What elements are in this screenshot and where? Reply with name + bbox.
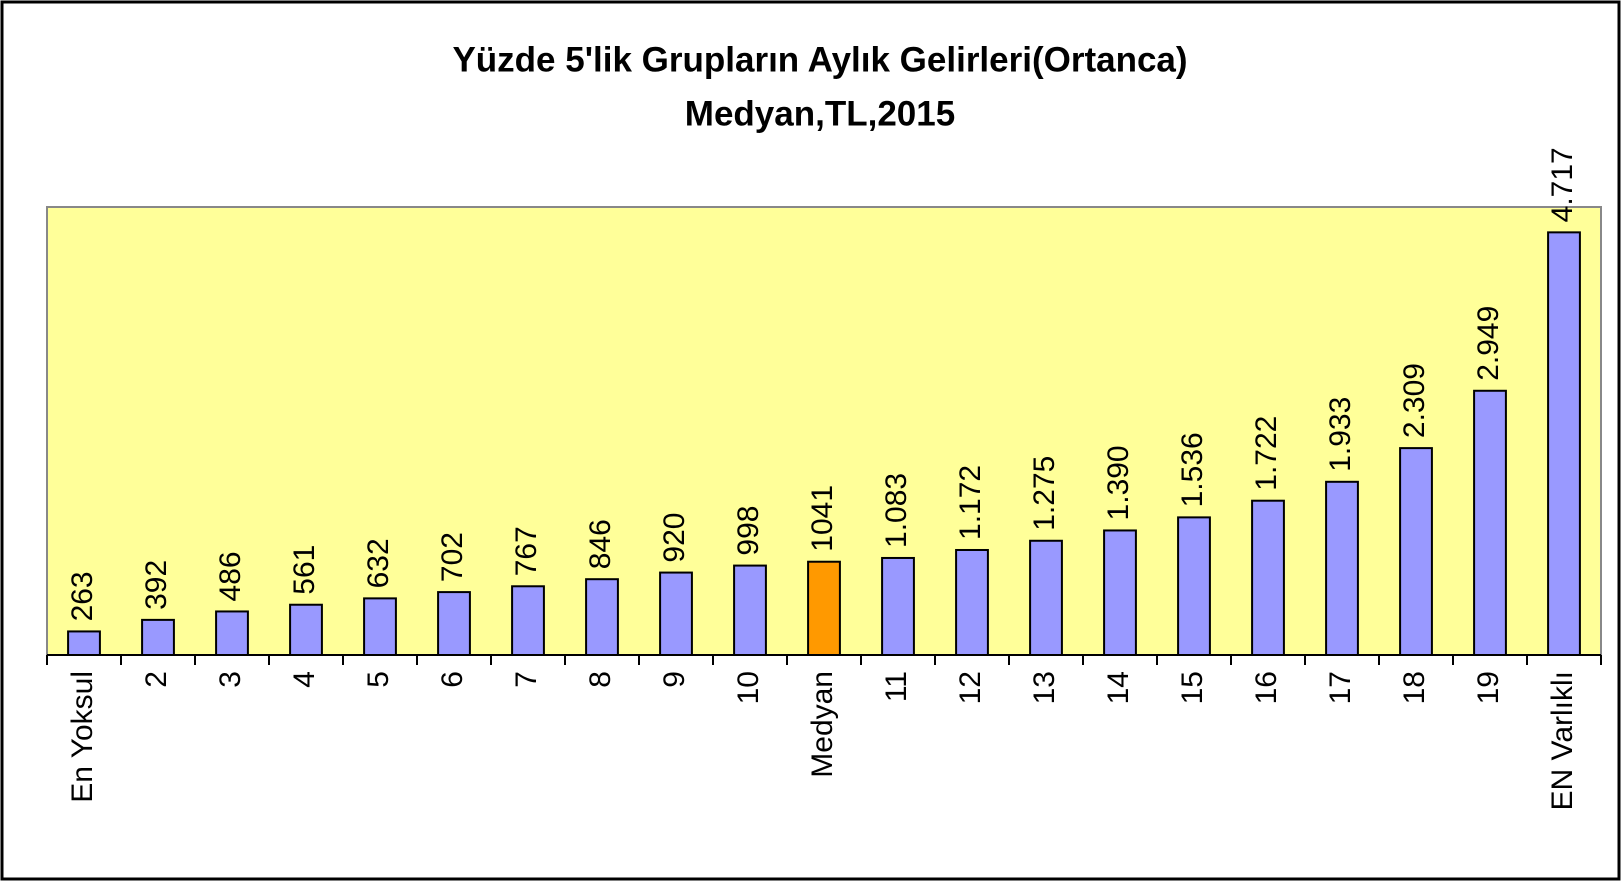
x-tick-label: 7 — [510, 671, 543, 688]
bar — [659, 571, 693, 656]
value-label: 1.275 — [1028, 456, 1061, 531]
chart-title: Yüzde 5'lik Grupların Aylık Gelirleri(Or… — [452, 40, 1187, 79]
bar — [1177, 516, 1211, 656]
x-tick-label: 6 — [436, 671, 469, 688]
x-tick-label: 10 — [732, 671, 765, 704]
bar — [437, 591, 471, 657]
x-tick-label: 18 — [1398, 671, 1431, 704]
bar — [1325, 480, 1359, 656]
value-label: 392 — [140, 560, 173, 610]
x-tick-label: 19 — [1472, 671, 1505, 704]
value-label: 632 — [362, 538, 395, 588]
x-tick-label: 12 — [954, 671, 987, 704]
bar — [1103, 529, 1137, 656]
bar — [67, 630, 101, 656]
value-label: 561 — [288, 545, 321, 595]
bar — [1547, 231, 1581, 656]
bar — [363, 597, 397, 657]
value-label: 1.536 — [1176, 432, 1209, 507]
value-label: 486 — [214, 551, 247, 601]
bar — [215, 610, 249, 657]
bar — [1473, 389, 1507, 656]
bar — [1251, 499, 1285, 656]
bar — [585, 578, 619, 657]
chart-subtitle: Medyan,TL,2015 — [685, 94, 955, 133]
x-tick-label: EN Varlıklı — [1546, 671, 1579, 810]
x-tick-label: 11 — [880, 671, 913, 702]
x-tick-label: 5 — [362, 671, 395, 688]
bar — [1029, 539, 1063, 657]
bar — [881, 556, 915, 656]
value-label: 1041 — [806, 485, 839, 552]
value-label: 920 — [658, 513, 691, 563]
x-tick-label: 15 — [1176, 671, 1209, 704]
bar — [733, 564, 767, 657]
value-label: 263 — [66, 571, 99, 621]
value-label: 1.933 — [1324, 397, 1357, 472]
value-label: 4.717 — [1546, 147, 1579, 222]
x-tick-label: 4 — [288, 671, 321, 688]
bar — [289, 603, 323, 656]
bar — [807, 560, 841, 656]
value-label: 2.949 — [1472, 306, 1505, 381]
x-tick-label: 17 — [1324, 671, 1357, 704]
x-tick-label: 14 — [1102, 671, 1135, 704]
x-tick-label: 8 — [584, 671, 617, 688]
value-label: 767 — [510, 526, 543, 576]
bar — [955, 548, 989, 656]
x-tick-label: 16 — [1250, 671, 1283, 704]
value-label: 1.390 — [1102, 445, 1135, 520]
value-label: 702 — [436, 532, 469, 582]
x-tick-label: 3 — [214, 671, 247, 688]
x-tick-label: 9 — [658, 671, 691, 688]
value-label: 1.083 — [880, 473, 913, 548]
bar — [141, 618, 175, 656]
bar — [1399, 447, 1433, 656]
x-tick-label: 13 — [1028, 671, 1061, 704]
value-label: 1.172 — [954, 465, 987, 540]
value-label: 846 — [584, 519, 617, 569]
x-tick-label: En Yoksul — [66, 671, 99, 803]
value-label: 998 — [732, 506, 765, 556]
value-label: 2.309 — [1398, 363, 1431, 438]
x-tick-label: 2 — [140, 671, 173, 688]
bar — [511, 585, 545, 656]
x-tick-label: Medyan — [806, 671, 839, 778]
value-label: 1.722 — [1250, 416, 1283, 491]
